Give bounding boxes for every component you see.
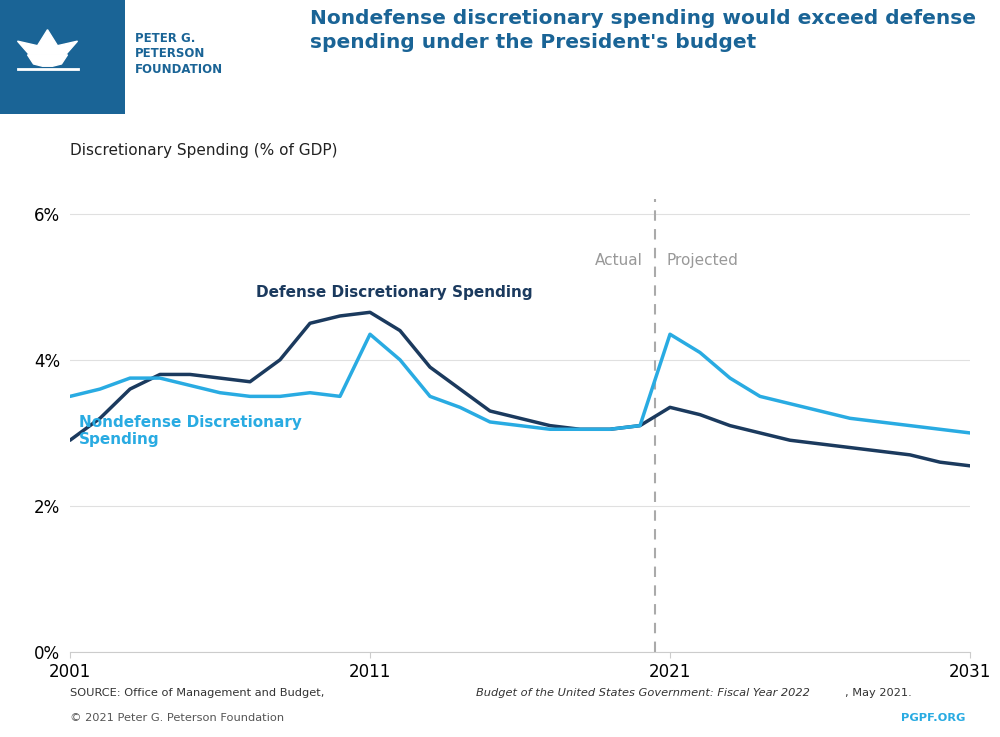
- Text: SOURCE: Office of Management and Budget,: SOURCE: Office of Management and Budget,: [70, 688, 328, 699]
- Text: PETER G.
PETERSON
FOUNDATION: PETER G. PETERSON FOUNDATION: [135, 32, 223, 76]
- Text: , May 2021.: , May 2021.: [845, 688, 912, 699]
- Text: Nondefense discretionary spending would exceed defense
spending under the Presid: Nondefense discretionary spending would …: [310, 9, 976, 52]
- Polygon shape: [18, 29, 78, 55]
- Text: © 2021 Peter G. Peterson Foundation: © 2021 Peter G. Peterson Foundation: [70, 713, 284, 723]
- Bar: [0, 0, 125, 114]
- Text: Defense Discretionary Spending: Defense Discretionary Spending: [256, 285, 533, 300]
- Polygon shape: [28, 55, 68, 66]
- Text: PGPF.ORG: PGPF.ORG: [901, 713, 965, 723]
- Text: Discretionary Spending (% of GDP): Discretionary Spending (% of GDP): [70, 143, 338, 158]
- Text: Nondefense Discretionary
Spending: Nondefense Discretionary Spending: [79, 415, 302, 447]
- Text: Actual: Actual: [595, 254, 643, 268]
- Text: Budget of the United States Government: Fiscal Year 2022: Budget of the United States Government: …: [476, 688, 810, 699]
- Text: Projected: Projected: [667, 254, 739, 268]
